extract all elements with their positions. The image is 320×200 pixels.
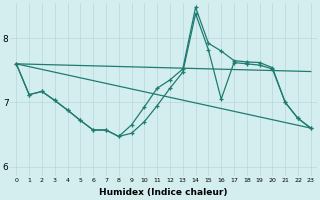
X-axis label: Humidex (Indice chaleur): Humidex (Indice chaleur) bbox=[99, 188, 228, 197]
